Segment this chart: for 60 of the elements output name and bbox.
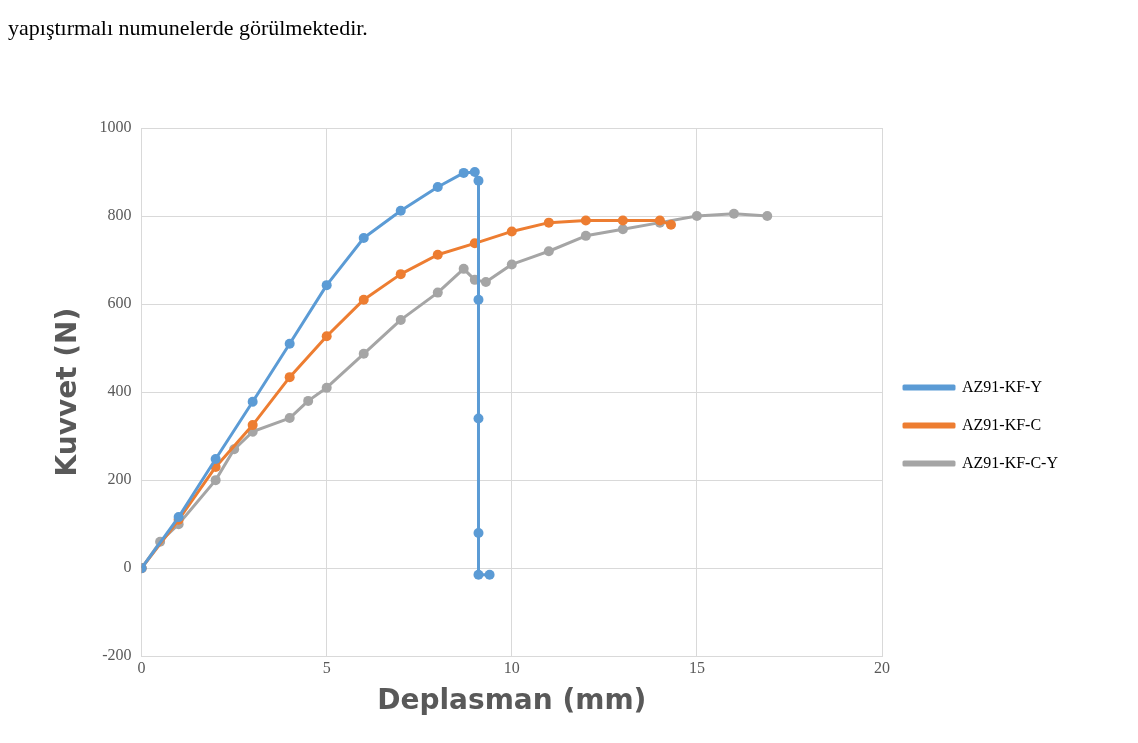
point (580, 215, 591, 226)
point (210, 475, 221, 486)
x-tick-label: 0 (137, 659, 146, 676)
point (458, 263, 469, 274)
point (543, 217, 554, 228)
point (358, 294, 369, 305)
point (432, 287, 443, 298)
point (432, 249, 443, 260)
point (358, 348, 369, 359)
point (358, 233, 369, 244)
point (284, 372, 295, 383)
point (395, 314, 406, 325)
point (580, 230, 591, 241)
x-tick-label: 5 (322, 659, 331, 676)
point (458, 167, 469, 178)
point (210, 454, 221, 465)
point (469, 167, 480, 178)
point (473, 294, 484, 305)
point (543, 246, 554, 257)
y-tick-label: 1000 (99, 118, 132, 136)
x-tick-label: 20 (874, 659, 891, 676)
point (247, 396, 258, 407)
point (473, 413, 484, 424)
y-tick-label: -200 (102, 646, 132, 664)
x-tick-label: 10 (503, 659, 520, 676)
point (484, 569, 495, 580)
point (303, 395, 314, 406)
point (247, 420, 258, 431)
point (473, 175, 484, 186)
point (506, 226, 517, 237)
point (395, 205, 406, 216)
point (395, 269, 406, 280)
point (617, 224, 628, 235)
legend-label: AZ91-KF-C-Y (962, 453, 1059, 471)
y-tick-label: 0 (123, 558, 132, 576)
text: yapıştırmalı numunelerde görülmektedir. (8, 14, 368, 40)
point (321, 382, 332, 393)
point (691, 211, 702, 222)
point (480, 277, 491, 288)
point (665, 219, 676, 230)
point (728, 208, 739, 219)
legend-label: AZ91-KF-C (962, 415, 1042, 433)
point (432, 181, 443, 192)
point (617, 215, 628, 226)
y-tick-label: 200 (107, 470, 132, 488)
y-tick-label: 800 (107, 206, 132, 224)
legend-label: AZ91-KF-Y (962, 377, 1043, 395)
point (473, 527, 484, 538)
point (506, 259, 517, 270)
point (321, 280, 332, 291)
point (473, 569, 484, 580)
point (284, 338, 295, 349)
x-axis-title: Deplasman (mm) (377, 683, 647, 717)
point (284, 413, 295, 424)
y-tick-label: 600 (107, 294, 132, 312)
y-tick-label: 400 (107, 382, 132, 400)
x-tick-label: 15 (688, 659, 705, 676)
point (762, 211, 773, 222)
y-axis-title: Kuvvet (N) (50, 307, 84, 477)
point (321, 331, 332, 342)
